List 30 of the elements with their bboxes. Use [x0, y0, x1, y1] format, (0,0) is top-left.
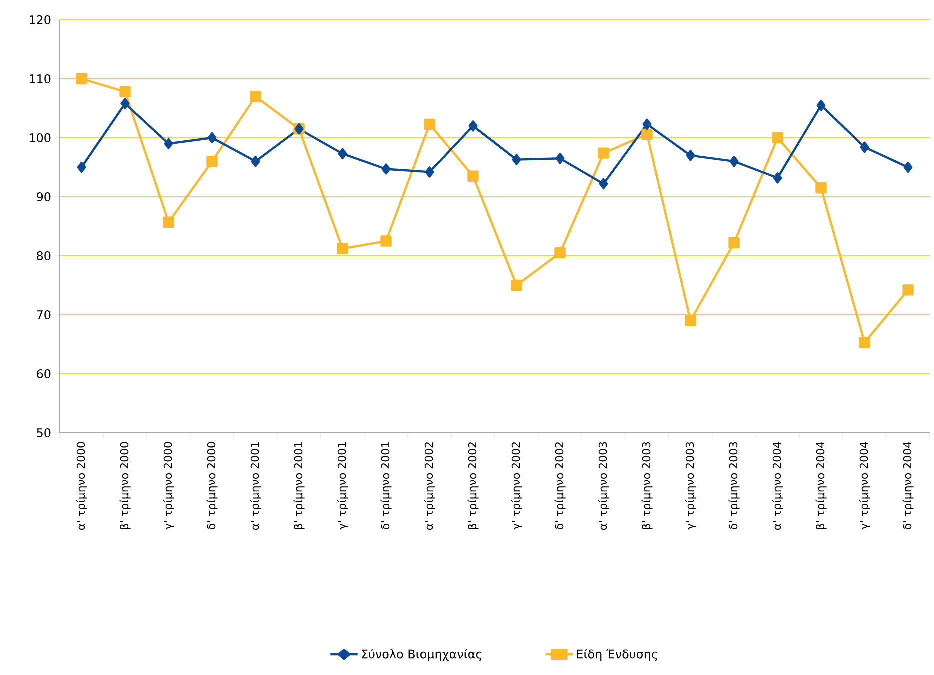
x-tick-label: δ' τρίμηνο 2003 [728, 442, 740, 530]
x-tick-label: β' τρίμηνο 2004 [816, 442, 827, 530]
x-tick-label: γ' τρίμηνο 2001 [337, 442, 348, 530]
x-tick-label: γ' τρίμηνο 2003 [685, 442, 696, 530]
y-tick-label: 60 [37, 369, 51, 379]
x-tick-label: α' τρίμηνο 2003 [598, 442, 610, 530]
x-tick-label: β' τρίμηνο 2002 [468, 442, 479, 530]
x-tick-label: δ' τρίμηνο 2004 [902, 442, 914, 530]
x-tick-label: α' τρίμηνο 2002 [424, 442, 436, 530]
x-tick-label: α' τρίμηνο 2000 [76, 442, 88, 530]
x-tick-label: α' τρίμηνο 2001 [250, 442, 262, 530]
x-tick-label: δ' τρίμηνο 2002 [554, 442, 566, 530]
x-tick-label: γ' τρίμηνο 2000 [163, 442, 174, 530]
y-tick-label: 70 [37, 310, 51, 320]
y-tick-label: 120 [30, 15, 51, 25]
x-tick-label: γ' τρίμηνο 2004 [859, 442, 870, 530]
x-tick-label: δ' τρίμηνο 2000 [206, 442, 218, 530]
x-tick-label: α' τρίμηνο 2004 [772, 442, 784, 530]
x-tick-label: β' τρίμηνο 2000 [120, 442, 131, 530]
x-tick-label: β' τρίμηνο 2001 [294, 442, 305, 530]
y-tick-label: 110 [30, 74, 51, 84]
legend-label: Είδη Ένδυσης [577, 649, 658, 662]
y-tick-label: 50 [37, 428, 51, 438]
y-tick-label: 80 [37, 251, 51, 261]
x-tick-label: β' τρίμηνο 2003 [642, 442, 653, 530]
x-tick-label: δ' τρίμηνο 2001 [380, 442, 392, 530]
y-tick-label: 100 [30, 133, 51, 143]
x-tick-label: γ' τρίμηνο 2002 [511, 442, 522, 530]
legend-label: Σύνολο Βιομηχανίας [362, 649, 482, 662]
y-tick-label: 90 [37, 192, 51, 202]
